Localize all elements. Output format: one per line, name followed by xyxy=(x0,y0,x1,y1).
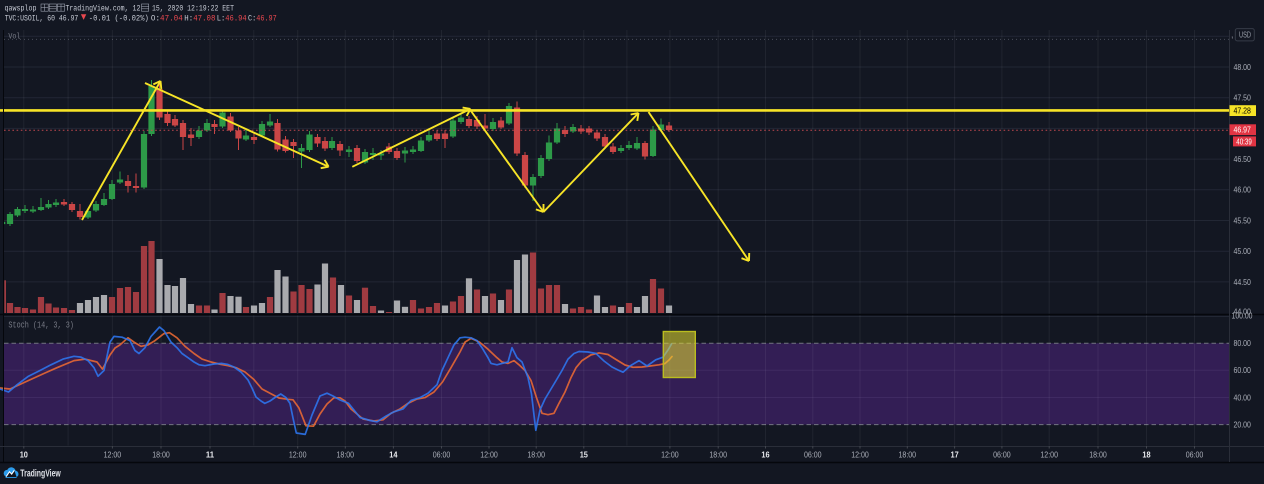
svg-text:12:00: 12:00 xyxy=(104,450,122,459)
svg-text:06:00: 06:00 xyxy=(804,450,822,459)
svg-text:TradingView.com, 12: TradingView.com, 12 xyxy=(65,4,140,13)
svg-text:100.00: 100.00 xyxy=(1232,312,1253,321)
svg-text:47.28: 47.28 xyxy=(1234,107,1252,116)
svg-text:12:00: 12:00 xyxy=(851,450,869,459)
svg-text:06:00: 06:00 xyxy=(993,450,1011,459)
svg-text:48.00: 48.00 xyxy=(1234,63,1252,72)
svg-text:47.50: 47.50 xyxy=(1234,94,1252,103)
svg-text:18:00: 18:00 xyxy=(709,450,727,459)
svg-text:06:00: 06:00 xyxy=(1186,450,1204,459)
svg-text:46.00: 46.00 xyxy=(1234,186,1252,195)
svg-text:qawsplop: qawsplop xyxy=(5,4,37,13)
svg-text:12:00: 12:00 xyxy=(480,450,498,459)
svg-text:18: 18 xyxy=(1142,450,1151,459)
svg-text:15, 2020 12:19:22 EET: 15, 2020 12:19:22 EET xyxy=(152,4,234,13)
svg-text:O:47.04: O:47.04 xyxy=(151,15,183,24)
svg-text:18:00: 18:00 xyxy=(152,450,170,459)
svg-text:12:00: 12:00 xyxy=(289,450,307,459)
svg-text:Vol: Vol xyxy=(8,32,20,42)
svg-text:18:00: 18:00 xyxy=(899,450,917,459)
svg-text:C:46.97: C:46.97 xyxy=(248,15,277,24)
svg-text:L:46.94: L:46.94 xyxy=(217,15,247,24)
svg-text:80.00: 80.00 xyxy=(1234,339,1252,348)
svg-text:40.00: 40.00 xyxy=(1234,393,1252,402)
svg-text:18:00: 18:00 xyxy=(1089,450,1107,459)
svg-text:60.00: 60.00 xyxy=(1234,366,1252,375)
svg-text:46.97: 46.97 xyxy=(1234,126,1252,135)
svg-text:18:00: 18:00 xyxy=(337,450,355,459)
svg-text:44.50: 44.50 xyxy=(1234,278,1252,287)
svg-text:12:00: 12:00 xyxy=(1040,450,1058,459)
svg-text:46.50: 46.50 xyxy=(1234,155,1252,164)
svg-text:16: 16 xyxy=(761,450,770,459)
svg-text:TradingView: TradingView xyxy=(20,469,61,480)
svg-text:14: 14 xyxy=(389,450,398,459)
svg-text:15: 15 xyxy=(580,450,589,459)
svg-text:10: 10 xyxy=(20,450,29,459)
svg-text:40:39: 40:39 xyxy=(1236,137,1252,146)
svg-text:20.00: 20.00 xyxy=(1234,421,1252,430)
svg-text:17: 17 xyxy=(951,450,960,459)
svg-text:12:00: 12:00 xyxy=(661,450,679,459)
svg-text:H:47.08: H:47.08 xyxy=(184,15,215,24)
svg-text:TVC:USOIL, 60 46.97: TVC:USOIL, 60 46.97 xyxy=(5,15,79,24)
svg-text:45.00: 45.00 xyxy=(1234,247,1252,256)
svg-text:USD: USD xyxy=(1239,31,1251,40)
svg-text:11: 11 xyxy=(206,450,215,459)
svg-text:,: , xyxy=(1231,30,1234,40)
svg-text:45.50: 45.50 xyxy=(1234,216,1252,225)
svg-text:06:00: 06:00 xyxy=(433,450,451,459)
svg-text:44.00: 44.00 xyxy=(1234,308,1252,317)
svg-text:Stoch (14, 3, 3): Stoch (14, 3, 3) xyxy=(8,319,74,330)
svg-text:-0.01 (-0.02%): -0.01 (-0.02%) xyxy=(89,15,149,24)
svg-text:18:00: 18:00 xyxy=(527,450,545,459)
